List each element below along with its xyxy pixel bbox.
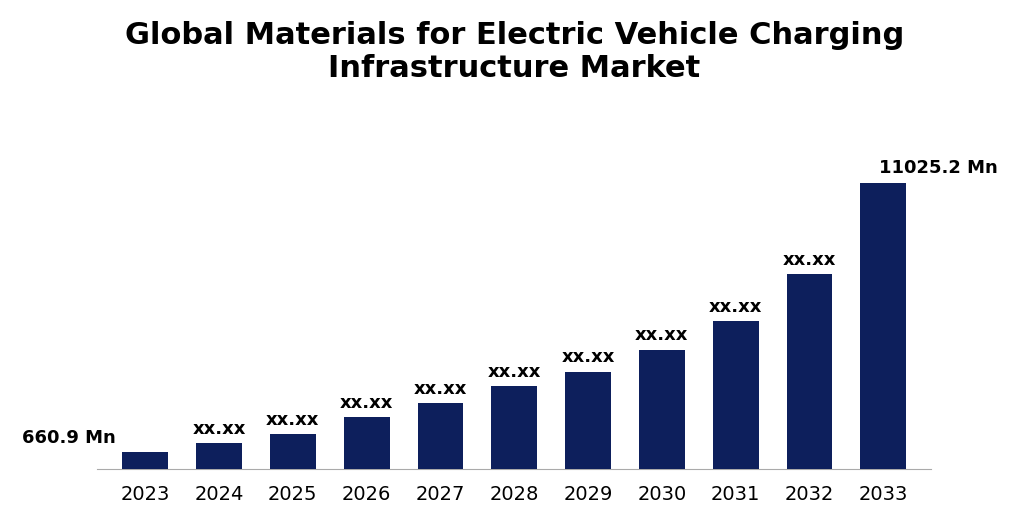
Bar	[639, 350, 685, 469]
Bar	[566, 372, 611, 469]
Text: xx.xx: xx.xx	[783, 251, 836, 269]
Title: Global Materials for Electric Vehicle Charging
Infrastructure Market: Global Materials for Electric Vehicle Ch…	[125, 21, 904, 83]
Text: xx.xx: xx.xx	[414, 380, 468, 398]
Text: xx.xx: xx.xx	[488, 363, 541, 381]
Text: 11025.2 Mn: 11025.2 Mn	[879, 160, 998, 177]
Bar	[196, 443, 242, 469]
Bar	[418, 403, 464, 469]
Text: xx.xx: xx.xx	[562, 349, 615, 366]
Text: 660.9 Mn: 660.9 Mn	[21, 429, 115, 447]
Bar	[270, 434, 315, 469]
Text: xx.xx: xx.xx	[192, 420, 246, 438]
Text: xx.xx: xx.xx	[340, 394, 393, 412]
Bar	[713, 321, 759, 469]
Bar	[491, 386, 537, 469]
Text: xx.xx: xx.xx	[635, 327, 688, 344]
Text: xx.xx: xx.xx	[709, 298, 763, 316]
Bar	[123, 452, 168, 469]
Bar	[344, 417, 390, 469]
Bar	[786, 274, 832, 469]
Text: xx.xx: xx.xx	[266, 411, 320, 429]
Bar	[861, 183, 907, 469]
